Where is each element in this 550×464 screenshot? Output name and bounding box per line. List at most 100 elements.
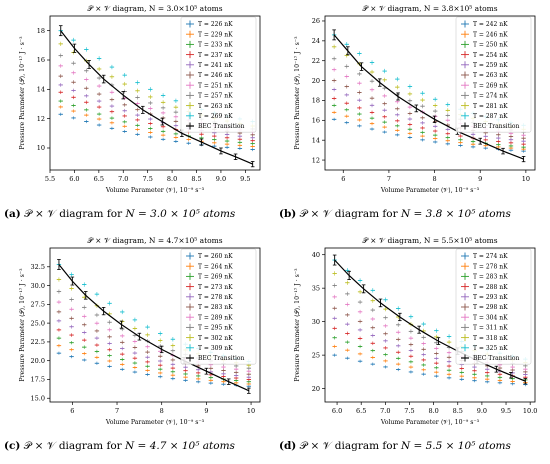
y-tick-label: 30 <box>312 318 320 326</box>
y-tick-label: 22.5 <box>31 338 45 346</box>
legend-entry: T = 260 nK <box>198 253 233 260</box>
y-axis-label: Pressure Parameter ⟨𝒫⟩, 10⁻¹⁷ J · s⁻³ <box>294 268 301 382</box>
caption-math: N = 4.7 × 10⁵ atoms <box>125 440 235 452</box>
legend-entry: T = 288 nK <box>473 284 508 291</box>
legend-entry: T = 254 nK <box>473 52 508 59</box>
plot-frame <box>49 15 261 171</box>
legend-entry: T = 257 nK <box>198 93 233 100</box>
legend: T = 242 nK T = 246 nK T = 250 nK T = 254 nK… <box>455 16 532 133</box>
x-tick-label: 8.5 <box>191 175 201 183</box>
x-tick-label: 8 <box>160 407 164 415</box>
y-tick-label: 24 <box>312 37 320 45</box>
caption-label: (a) <box>4 208 21 220</box>
caption-label: (c) <box>4 440 21 452</box>
legend-entry: T = 264 nK <box>198 263 233 270</box>
x-tick-label: 8.0 <box>428 407 438 415</box>
legend-entry: T = 273 nK <box>198 284 233 291</box>
x-tick-label: 7 <box>115 407 119 415</box>
legend-entry: T = 302 nK <box>198 335 233 342</box>
x-tick-label: 9.0 <box>477 407 487 415</box>
legend: T = 260 nK T = 264 nK T = 269 nK T = 273 nK… <box>180 248 257 365</box>
chart-title: 𝒫 × 𝒱 diagram, N = 4.7×10⁵ atoms <box>87 236 222 245</box>
y-tick-label: 25.0 <box>31 319 45 327</box>
x-tick-label: 10.0 <box>523 407 537 415</box>
x-tick-label: 7.5 <box>143 175 153 183</box>
legend-entry: T = 289 nK <box>198 314 233 321</box>
legend-entry: T = 233 nK <box>198 42 233 49</box>
y-tick-label: 16 <box>37 56 45 64</box>
caption-text: 𝒫 × 𝒱 diagram for <box>299 208 398 220</box>
x-tick-label: 7.0 <box>118 175 128 183</box>
legend-entry: T = 298 nK <box>473 304 508 311</box>
x-tick-label: 6.0 <box>69 175 79 183</box>
legend-entry: T = 263 nK <box>473 72 508 79</box>
caption-text: 𝒫 × 𝒱 diagram for <box>299 440 398 452</box>
y-axis-label: Pressure Parameter ⟨𝒫⟩, 10⁻¹⁷ J · s⁻³ <box>19 36 26 150</box>
legend-entry: T = 241 nK <box>198 62 233 69</box>
y-tick-label: 20.0 <box>31 357 45 365</box>
panel-a: 𝒫 × 𝒱 diagram, N = 3.0×10⁵ atoms 5.5 6.0 6.… <box>0 0 275 232</box>
legend-entry: T = 287 nK <box>473 113 508 120</box>
x-tick-label: 8 <box>432 175 436 183</box>
legend-entry: T = 246 nK <box>473 31 508 38</box>
legend-entry: T = 250 nK <box>473 42 508 49</box>
caption-label: (d) <box>279 440 297 452</box>
legend-entry: T = 269 nK <box>198 113 233 120</box>
y-tick-label: 27.5 <box>31 301 45 309</box>
legend-entry: T = 311 nK <box>473 325 508 332</box>
legend-entry: T = 304 nK <box>473 314 508 321</box>
chart-c: 𝒫 × 𝒱 diagram, N = 4.7×10⁵ atoms 6 7 8 9 10 15… <box>19 236 261 426</box>
x-tick-label: 6 <box>341 175 345 183</box>
legend-entry: T = 283 nK <box>198 304 233 311</box>
legend-entry: T = 269 nK <box>198 274 233 281</box>
legend-box <box>455 248 532 365</box>
x-tick-label: 7.0 <box>380 407 390 415</box>
caption-a: (a) 𝒫 × 𝒱 diagram for N = 3.0 × 10⁵ atom… <box>0 208 275 221</box>
x-tick-label: 9 <box>478 175 482 183</box>
legend-entry: BEC Transition <box>198 355 245 362</box>
chart-d: 𝒫 × 𝒱 diagram, N = 5.5×10⁵ atoms 6.0 6.5 7.… <box>294 236 537 426</box>
x-tick-label: 6.0 <box>332 407 342 415</box>
legend-entry: BEC Transition <box>473 123 520 130</box>
x-axis-label: Volume Parameter ⟨𝒱⟩, 10⁻⁹ s⁻³ <box>105 187 205 194</box>
caption-math: N = 3.8 × 10⁵ atoms <box>400 208 511 220</box>
x-tick-label: 9 <box>204 407 208 415</box>
legend-entry: T = 283 nK <box>473 274 508 281</box>
x-tick-label: 10 <box>247 407 255 415</box>
x-tick-label: 6.5 <box>94 175 104 183</box>
y-tick-label: 40 <box>312 251 320 259</box>
x-axis-label: Volume Parameter ⟨𝒱⟩, 10⁻⁹ s⁻³ <box>380 187 480 194</box>
y-tick-label: 18 <box>37 27 45 35</box>
legend-entry: T = 237 nK <box>198 52 233 59</box>
caption-label: (b) <box>279 208 297 220</box>
legend-box <box>180 16 257 133</box>
legend-entry: T = 274 nK <box>473 253 508 260</box>
legend: T = 274 nK T = 278 nK T = 283 nK T = 288 nK… <box>455 248 532 365</box>
legend-entry: T = 281 nK <box>473 103 508 110</box>
chart-a: 𝒫 × 𝒱 diagram, N = 3.0×10⁵ atoms 5.5 6.0 6.… <box>19 4 261 194</box>
y-tick-label: 20 <box>312 385 320 393</box>
x-tick-label: 9.0 <box>216 175 226 183</box>
y-tick-label: 26 <box>312 17 320 25</box>
y-tick-label: 35 <box>312 284 320 292</box>
plot-frame <box>324 247 536 403</box>
legend: T = 226 nK T = 229 nK T = 233 nK T = 237 nK… <box>180 16 257 133</box>
y-axis-label: Pressure Parameter ⟨𝒫⟩, 10⁻¹⁷ J · s⁻³ <box>294 36 301 150</box>
y-tick-label: 12 <box>312 156 320 164</box>
chart-title: 𝒫 × 𝒱 diagram, N = 3.8×10⁵ atoms <box>362 4 497 13</box>
legend-entry: T = 229 nK <box>198 31 233 38</box>
y-tick-label: 14 <box>37 86 45 94</box>
y-tick-label: 15.0 <box>31 394 45 402</box>
y-tick-label: 12 <box>37 115 45 123</box>
legend-entry: T = 325 nK <box>473 345 508 352</box>
x-tick-label: 9.5 <box>240 175 250 183</box>
caption-b: (b) 𝒫 × 𝒱 diagram for N = 3.8 × 10⁵ atom… <box>275 208 550 221</box>
legend-entry: BEC Transition <box>198 123 245 130</box>
legend-entry: T = 274 nK <box>473 93 508 100</box>
y-tick-label: 17.5 <box>31 376 45 384</box>
x-tick-label: 6.5 <box>356 407 366 415</box>
y-tick-label: 16 <box>312 117 320 125</box>
legend-entry: T = 263 nK <box>198 103 233 110</box>
bec-transition-line <box>60 30 253 165</box>
y-tick-label: 20 <box>312 77 320 85</box>
